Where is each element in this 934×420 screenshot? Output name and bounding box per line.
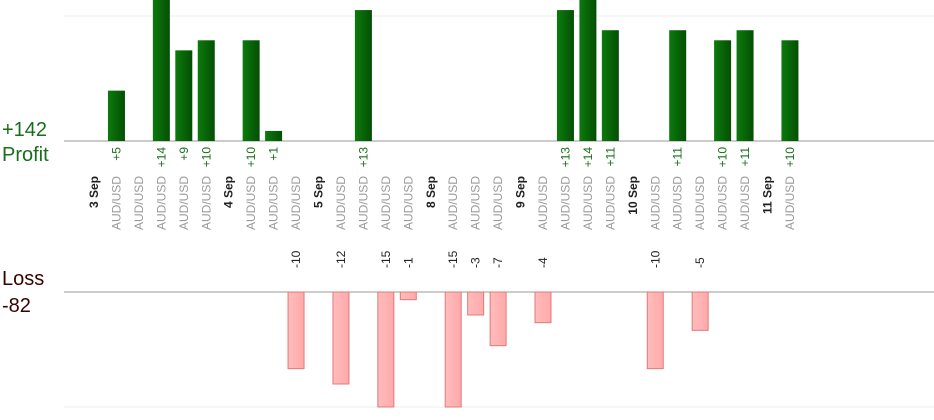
profit-value-label: +10	[783, 147, 797, 168]
loss-bar	[691, 291, 709, 331]
category-label: AUD/USD	[244, 176, 258, 230]
profit-value-label: +11	[671, 147, 685, 167]
profit-bar	[354, 10, 372, 142]
category-label: AUD/USD	[267, 176, 281, 230]
loss-bar	[399, 291, 417, 301]
profit-value-label: +14	[581, 147, 595, 168]
profit-axis-label: Profit	[2, 144, 49, 166]
profit-bar	[556, 10, 574, 142]
category-label: AUD/USD	[693, 176, 707, 230]
profit-bar	[107, 90, 125, 141]
category-label: AUD/USD	[177, 176, 191, 230]
profit-bar	[197, 40, 215, 141]
loss-value-label: -15	[379, 250, 393, 268]
profit-bar	[242, 40, 260, 141]
category-label: AUD/USD	[199, 176, 213, 230]
category-label: AUD/USD	[334, 176, 348, 230]
profit-value-label: +13	[356, 147, 370, 168]
loss-bar	[377, 291, 395, 408]
profit-value-label: +9	[177, 147, 191, 161]
loss-bar	[489, 291, 507, 347]
category-label: AUD/USD	[716, 176, 730, 230]
profit-value-label: +11	[738, 147, 752, 167]
category-label: AUD/USD	[132, 176, 146, 230]
category-label: AUD/USD	[446, 176, 460, 230]
category-label: AUD/USD	[536, 176, 550, 230]
category-label: AUD/USD	[154, 176, 168, 230]
category-label: AUD/USD	[603, 176, 617, 230]
date-label: 9 Sep	[514, 176, 528, 208]
category-label: AUD/USD	[491, 176, 505, 230]
category-label: AUD/USD	[109, 176, 123, 230]
profit-bar	[175, 50, 193, 141]
profit-value-label: +13	[558, 147, 572, 168]
profit-bar	[265, 130, 283, 141]
loss-value-label: -1	[401, 257, 415, 268]
profit-value-label: +10	[716, 147, 730, 168]
loss-bar	[287, 291, 305, 370]
profit-bar	[601, 30, 619, 141]
profit-bar	[669, 30, 687, 141]
profit-value-label: +10	[244, 147, 258, 168]
date-label: 3 Sep	[87, 176, 101, 208]
category-label: AUD/USD	[671, 176, 685, 230]
profit-value-label: +11	[603, 147, 617, 167]
date-label: 8 Sep	[424, 176, 438, 208]
profit-bar	[736, 30, 754, 141]
category-label: AUD/USD	[356, 176, 370, 230]
loss-total: -82	[2, 295, 31, 317]
loss-value-label: -3	[469, 257, 483, 268]
date-label: 4 Sep	[222, 176, 236, 208]
loss-axis-label: Loss	[2, 268, 45, 290]
loss-bar	[534, 291, 552, 324]
category-label: AUD/USD	[558, 176, 572, 230]
profit-value-label: +1	[267, 147, 281, 161]
loss-value-label: -10	[648, 250, 662, 268]
loss-value-label: -7	[491, 257, 505, 268]
profit-value-label: +14	[154, 147, 168, 168]
loss-bar	[332, 291, 350, 385]
profit-value-label: +5	[109, 147, 123, 161]
loss-value-label: -12	[334, 250, 348, 268]
category-label: AUD/USD	[401, 176, 415, 230]
profit-bar	[781, 40, 799, 141]
loss-bar	[467, 291, 485, 316]
loss-value-label: -4	[536, 257, 550, 268]
category-label: AUD/USD	[379, 176, 393, 230]
date-label: 10 Sep	[626, 176, 640, 215]
category-label: AUD/USD	[648, 176, 662, 230]
profit-value-label: +10	[199, 147, 213, 168]
category-label: AUD/USD	[581, 176, 595, 230]
loss-value-label: -10	[289, 250, 303, 268]
category-label: AUD/USD	[289, 176, 303, 230]
profit-bar	[579, 0, 597, 141]
date-label: 11 Sep	[761, 176, 775, 214]
profit-total: +142	[2, 119, 48, 141]
category-label: AUD/USD	[469, 176, 483, 230]
loss-value-label: -5	[693, 257, 707, 268]
category-label: AUD/USD	[783, 176, 797, 230]
category-label: AUD/USD	[738, 176, 752, 230]
profit-bar	[152, 0, 170, 141]
profit-bar	[714, 40, 732, 141]
loss-value-label: -15	[446, 250, 460, 268]
date-label: 5 Sep	[312, 176, 326, 208]
loss-bar	[646, 291, 664, 370]
loss-bar	[444, 291, 462, 408]
